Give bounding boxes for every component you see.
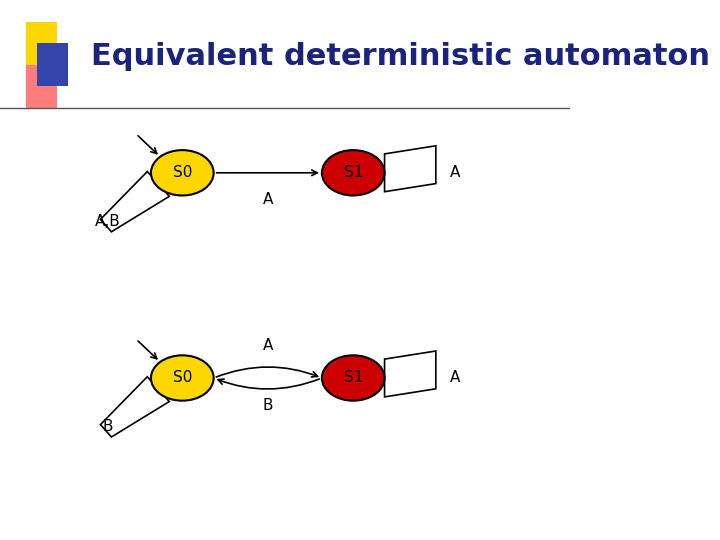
- Text: Equivalent deterministic automaton: Equivalent deterministic automaton: [91, 42, 710, 71]
- Text: A: A: [263, 338, 273, 353]
- Text: A: A: [450, 370, 461, 386]
- FancyBboxPatch shape: [26, 65, 57, 108]
- Polygon shape: [384, 146, 436, 192]
- Text: S0: S0: [173, 370, 192, 386]
- Text: A,B: A,B: [95, 214, 121, 229]
- Ellipse shape: [322, 355, 384, 401]
- Polygon shape: [384, 351, 436, 397]
- FancyBboxPatch shape: [37, 43, 68, 86]
- FancyBboxPatch shape: [26, 22, 57, 65]
- Ellipse shape: [322, 150, 384, 195]
- Text: S0: S0: [173, 165, 192, 180]
- Polygon shape: [101, 172, 169, 232]
- Ellipse shape: [151, 355, 214, 401]
- Ellipse shape: [151, 150, 214, 195]
- Text: S1: S1: [343, 165, 363, 180]
- Text: S1: S1: [343, 370, 363, 386]
- Polygon shape: [101, 377, 169, 437]
- Text: B: B: [103, 419, 114, 434]
- Text: A: A: [263, 192, 273, 207]
- Text: B: B: [263, 397, 273, 413]
- Text: A: A: [450, 165, 461, 180]
